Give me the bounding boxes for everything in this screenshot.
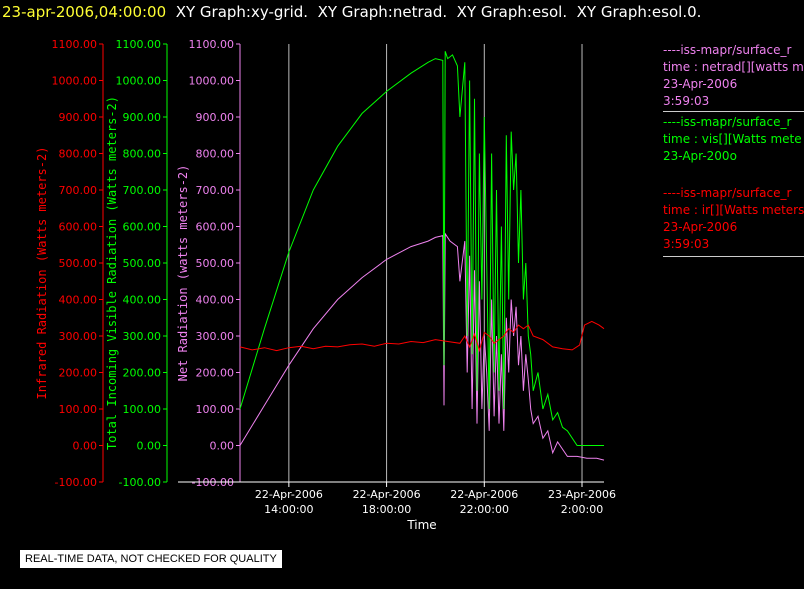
vis-y-tick-label: 700.00	[123, 184, 162, 197]
vis-y-tick-label: 0.00	[137, 440, 162, 453]
legend-divider	[663, 111, 804, 112]
legend-line: 23-Apr-200o	[663, 149, 737, 163]
ir-y-tick-label: -100.00	[55, 476, 97, 489]
ir-y-tick-label: 800.00	[59, 148, 98, 161]
netrad-y-tick-label: 700.00	[196, 184, 235, 197]
netrad-y-tick-label: 0.00	[210, 440, 235, 453]
legend-entry-vis: ----iss-mapr/surface_r time : vis[][Watt…	[663, 114, 804, 165]
grid-layer	[288, 44, 583, 482]
vis-y-tick-label: 500.00	[123, 257, 162, 270]
legend-line: time : netrad[][watts m	[663, 60, 804, 74]
vis-y-tick-label: 600.00	[123, 221, 162, 234]
netrad-y-tick-label: 800.00	[196, 148, 235, 161]
legend-line: 23-Apr-2006	[663, 220, 738, 234]
x-tick-label-time: 14:00:00	[264, 503, 313, 516]
x-tick-label-date: 22-Apr-2006	[353, 488, 421, 501]
netrad-y-tick-label: 1000.00	[189, 75, 235, 88]
netrad-y-tick-label: 200.00	[196, 367, 235, 380]
vis-y-tick-label: 300.00	[123, 330, 162, 343]
legend-line: 3:59:03	[663, 94, 710, 108]
x-axis-label: Time	[406, 518, 436, 532]
window-title-bar: 23-apr-2006,04:00:00 XY Graph:xy-grid. X…	[0, 0, 804, 24]
ir-y-tick-label: 400.00	[59, 294, 98, 307]
vis-y-tick-label: 1100.00	[116, 38, 162, 51]
netrad-y-tick-label: 400.00	[196, 294, 235, 307]
ir-y-tick-label: 0.00	[73, 440, 98, 453]
series-line-vis	[239, 51, 604, 446]
vis-y-tick-label: -100.00	[119, 476, 161, 489]
ir-y-tick-label: 1000.00	[52, 75, 98, 88]
vis-y-axis-label: Total Incoming Visible Radiation (Watts …	[105, 96, 119, 450]
ir-y-tick-label: 1100.00	[52, 38, 98, 51]
ir-y-tick-label: 300.00	[59, 330, 98, 343]
vis-y-tick-label: 900.00	[123, 111, 162, 124]
legend-line: 3:59:03	[663, 237, 710, 251]
netrad-y-tick-label: 600.00	[196, 221, 235, 234]
header-graph-4: XY Graph:esol.0.	[576, 3, 702, 21]
quality-notice: REAL-TIME DATA, NOT CHECKED FOR QUALITY	[20, 550, 282, 568]
header-timestamp: 23-apr-2006,04:00:00	[2, 3, 167, 21]
legend-line: ----iss-mapr/surface_r	[663, 43, 792, 57]
legend-line: time : vis[][Watts mete	[663, 132, 802, 146]
header-graph-3: XY Graph:esol.	[456, 3, 568, 21]
netrad-y-tick-label: 100.00	[196, 403, 235, 416]
x-tick-label-time: 22:00:00	[460, 503, 509, 516]
ir-y-tick-label: 600.00	[59, 221, 98, 234]
vis-y-tick-label: 800.00	[123, 148, 162, 161]
ir-y-tick-label: 700.00	[59, 184, 98, 197]
axes-layer: -100.00 0.00 100.00 200.00 300.00 400.00 500.0…	[35, 38, 616, 516]
netrad-y-axis-label: Net Radiation (watts meters-2)	[176, 165, 190, 382]
ir-y-tick-label: 100.00	[59, 403, 98, 416]
series-line-netrad	[239, 232, 605, 461]
series-layer	[239, 51, 605, 461]
legend-entry-ir: ----iss-mapr/surface_r time : ir[][Watts…	[663, 185, 804, 253]
vis-y-tick-label: 400.00	[123, 294, 162, 307]
netrad-y-tick-label: 1100.00	[189, 38, 235, 51]
vis-y-tick-label: 100.00	[123, 403, 162, 416]
x-tick-label-time: 2:00:00	[561, 503, 603, 516]
legend-line: time : ir[][Watts meters	[663, 203, 804, 217]
x-tick-label-date: 22-Apr-2006	[255, 488, 323, 501]
netrad-y-tick-label: 500.00	[196, 257, 235, 270]
ir-y-tick-label: 500.00	[59, 257, 98, 270]
series-line-ir	[239, 320, 605, 353]
x-tick-label-time: 18:00:00	[362, 503, 411, 516]
vis-y-tick-label: 200.00	[123, 367, 162, 380]
netrad-y-tick-label: 900.00	[196, 111, 235, 124]
legend-line: ----iss-mapr/surface_r	[663, 115, 792, 129]
vis-y-tick-label: 1000.00	[116, 75, 162, 88]
legend-divider	[663, 256, 804, 257]
legend-entry-netrad: ----iss-mapr/surface_r time : netrad[][w…	[663, 42, 804, 110]
x-tick-label-date: 22-Apr-2006	[450, 488, 518, 501]
netrad-y-tick-label: 300.00	[196, 330, 235, 343]
ir-y-tick-label: 200.00	[59, 367, 98, 380]
legend-line: 23-Apr-2006	[663, 77, 738, 91]
header-graph-2: XY Graph:netrad.	[317, 3, 448, 21]
legend-line: ----iss-mapr/surface_r	[663, 186, 792, 200]
ir-y-tick-label: 900.00	[59, 111, 98, 124]
header-graph-1: XY Graph:xy-grid.	[175, 3, 309, 21]
ir-y-axis-label: Infrared Radiation (Watts meters-2)	[35, 147, 49, 400]
x-tick-label-date: 23-Apr-2006	[548, 488, 616, 501]
